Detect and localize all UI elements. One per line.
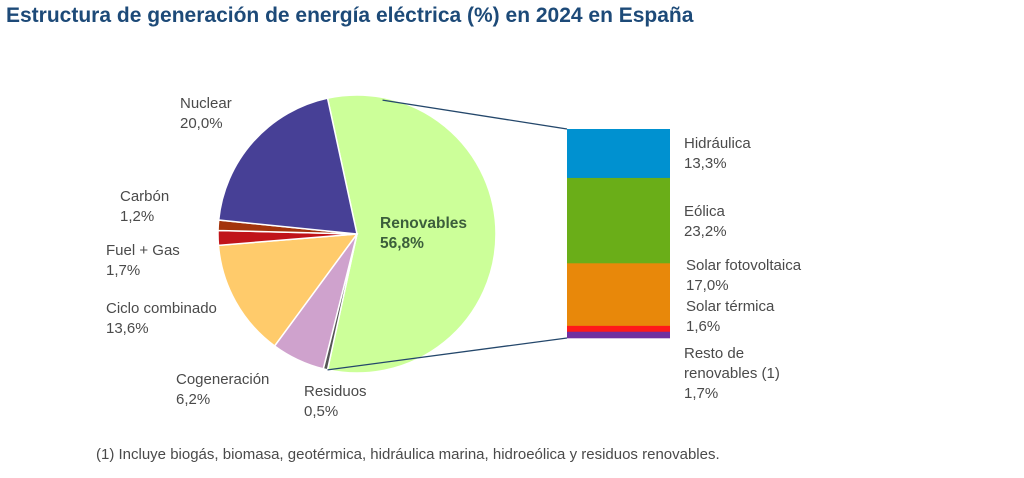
pie-slice-renovables <box>326 94 497 374</box>
label-resto-renovables: Resto de renovables (1) 1,7% <box>684 344 780 404</box>
bar-segment-hidr-ulica <box>567 129 670 179</box>
label-solar-fv-value: 17,0% <box>686 277 729 294</box>
label-solar-termica: Solar térmica 1,6% <box>686 297 774 337</box>
label-eolica-name: Eólica <box>684 203 725 220</box>
bar-segment-resto-de-renovables-1 <box>567 331 670 339</box>
label-renovables-name: Renovables <box>380 215 468 232</box>
label-fuel-gas-name: Fuel + Gas <box>106 242 180 259</box>
label-eolica-value: 23,2% <box>684 223 727 240</box>
label-nuclear-value: 20,0% <box>180 115 223 132</box>
label-residuos-value: 0,5% <box>304 403 339 420</box>
label-renovables: Renovables 56,8% <box>380 214 467 254</box>
label-eolica: Eólica 23,2% <box>684 202 727 242</box>
label-resto-value: 1,7% <box>684 385 719 402</box>
label-ciclo-value: 13,6% <box>106 320 149 337</box>
connector-line-top <box>382 99 568 130</box>
label-nuclear-name: Nuclear <box>180 95 232 112</box>
label-fuel-gas: Fuel + Gas 1,7% <box>106 241 180 281</box>
bar-segment-solar-t-rmica <box>567 325 670 333</box>
label-hidraulica-value: 13,3% <box>684 155 727 172</box>
label-residuos: Residuos 0,5% <box>304 382 367 422</box>
label-resto-name-1: Resto de <box>684 345 745 362</box>
label-residuos-name: Residuos <box>304 383 367 400</box>
label-cogeneracion-value: 6,2% <box>176 391 211 408</box>
label-carbon: Carbón 1,2% <box>120 187 169 227</box>
label-cogeneracion-name: Cogeneración <box>176 371 270 388</box>
label-solar-termica-name: Solar térmica <box>686 298 775 315</box>
label-solar-fv: Solar fotovoltaica 17,0% <box>686 256 801 296</box>
label-ciclo-combinado: Ciclo combinado 13,6% <box>106 299 217 339</box>
label-carbon-value: 1,2% <box>120 208 155 225</box>
label-hidraulica-name: Hidráulica <box>684 135 751 152</box>
footnote: (1) Incluye biogás, biomasa, geotérmica,… <box>96 446 720 463</box>
label-ciclo-name: Ciclo combinado <box>106 300 217 317</box>
pie-slice-ciclo-combinado <box>217 233 359 347</box>
connector-line-bottom <box>327 337 568 371</box>
label-solar-fv-name: Solar fotovoltaica <box>686 257 802 274</box>
chart-title: Estructura de generación de energía eléc… <box>6 4 694 27</box>
label-carbon-name: Carbón <box>120 188 170 205</box>
bar-segment-e-lica <box>567 177 670 264</box>
label-nuclear: Nuclear 20,0% <box>180 94 232 134</box>
label-fuel-gas-value: 1,7% <box>106 262 141 279</box>
label-renovables-value: 56,8% <box>380 235 424 252</box>
label-resto-name-2: renovables (1) <box>684 365 780 382</box>
label-cogeneracion: Cogeneración 6,2% <box>176 370 269 410</box>
label-solar-termica-value: 1,6% <box>686 318 721 335</box>
pie-slice-nuclear <box>217 97 358 235</box>
label-hidraulica: Hidráulica 13,3% <box>684 134 751 174</box>
bar-segment-solar-fotovoltaica <box>567 263 670 327</box>
